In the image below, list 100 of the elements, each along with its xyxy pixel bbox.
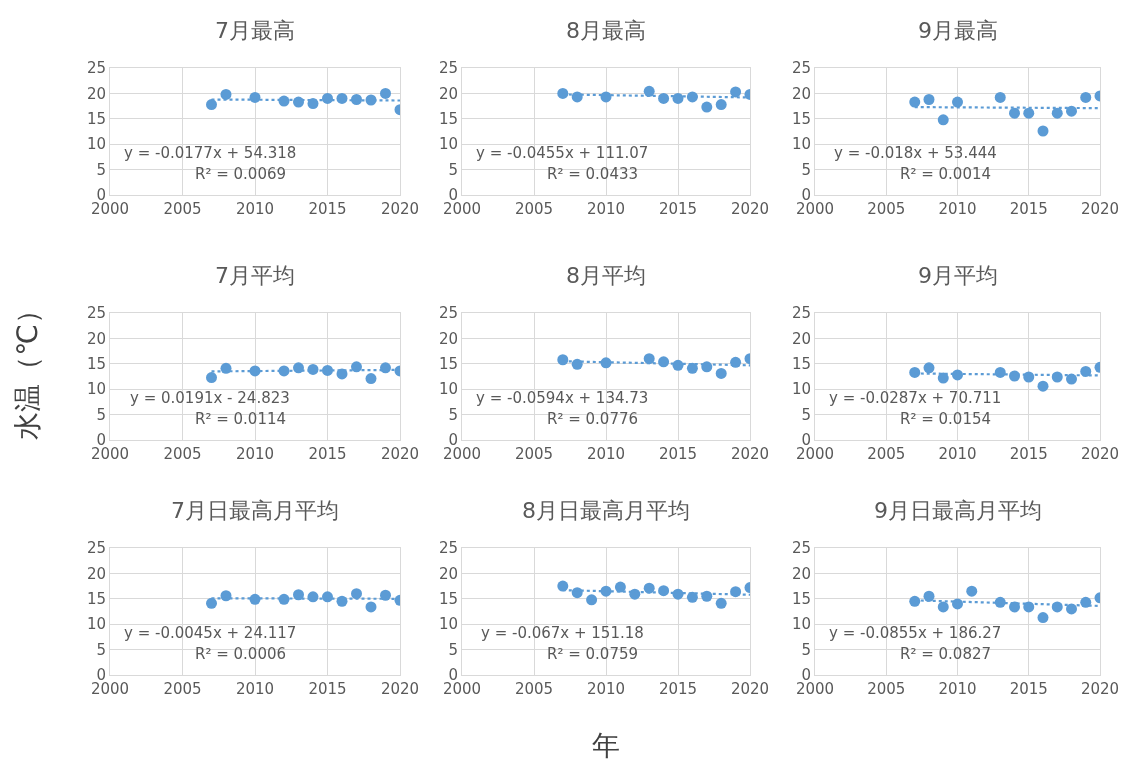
- y-tick-label: 10: [791, 615, 811, 634]
- y-tick-label: 20: [86, 564, 106, 583]
- point: [966, 585, 978, 597]
- y-tick-label: 25: [791, 59, 811, 78]
- point: [715, 99, 727, 111]
- x-tick-label: 2010: [586, 200, 626, 218]
- x-tick-label: 2005: [163, 445, 202, 463]
- y-tick-label: 20: [791, 564, 811, 583]
- annotation: y = -0.018x + 53.444: [834, 144, 997, 162]
- x-tick-label: 2005: [867, 200, 906, 218]
- chart-title: 8月日最高月平均: [522, 498, 690, 523]
- y-tick-label: 20: [86, 329, 106, 348]
- annotation: y = -0.0594x + 134.73: [476, 389, 649, 407]
- y-tick-label: 15: [438, 110, 458, 129]
- x-tick-label: 2015: [658, 200, 698, 218]
- point: [1066, 603, 1077, 615]
- point: [923, 94, 935, 105]
- x-tick-label: 2005: [514, 445, 554, 463]
- x-tick-label: 2005: [514, 680, 554, 698]
- annotation: R² = 0.0154: [900, 410, 992, 428]
- point: [365, 373, 377, 385]
- x-tick-label: 2020: [1080, 680, 1120, 698]
- point: [586, 594, 598, 606]
- x-tick-label: 2020: [380, 445, 420, 463]
- point: [1037, 612, 1049, 624]
- y-tick-label: 5: [801, 640, 811, 659]
- y-tick-label: 5: [801, 160, 811, 179]
- y-tick-label: 10: [438, 615, 458, 634]
- x-tick-label: 2020: [730, 200, 770, 218]
- chart-title: 9月平均: [918, 263, 998, 288]
- x-tick-label: 2010: [938, 680, 977, 698]
- point: [909, 366, 921, 378]
- x-tick-label: 2005: [514, 200, 554, 218]
- chart-title: 9月日最高月平均: [874, 498, 1042, 523]
- point: [557, 87, 569, 99]
- point: [952, 96, 963, 108]
- point: [1009, 107, 1020, 119]
- annotation: y = 0.0191x - 24.823: [130, 389, 290, 407]
- y-tick-label: 25: [86, 59, 106, 78]
- y-tick-label: 5: [448, 405, 458, 424]
- x-tick-label: 2010: [586, 445, 626, 463]
- point: [557, 354, 569, 366]
- point: [923, 362, 935, 374]
- chart-title: 8月最高: [566, 18, 646, 43]
- x-tick-label: 2015: [1009, 445, 1048, 463]
- x-axis-title: 年: [592, 729, 620, 762]
- x-tick-label: 2020: [380, 680, 420, 698]
- annotation: y = -0.067x + 151.18: [481, 624, 644, 642]
- y-tick-label: 25: [791, 304, 811, 323]
- y-tick-label: 10: [791, 380, 811, 399]
- annotation: R² = 0.0759: [547, 645, 639, 663]
- chart-title: 7月日最高月平均: [171, 498, 339, 523]
- point: [365, 601, 377, 613]
- y-tick-label: 15: [86, 590, 106, 609]
- point: [1066, 373, 1077, 385]
- annotation: y = -0.0045x + 24.117: [124, 624, 297, 642]
- y-tick-label: 10: [86, 380, 106, 399]
- point: [380, 589, 391, 601]
- y-tick-label: 5: [801, 405, 811, 424]
- x-tick-label: 2015: [1009, 680, 1048, 698]
- x-tick-label: 2020: [730, 445, 770, 463]
- point: [614, 581, 626, 593]
- x-tick-label: 2010: [586, 680, 626, 698]
- point: [1051, 107, 1063, 119]
- y-tick-label: 15: [791, 355, 811, 374]
- annotation: y = -0.0855x + 186.27: [829, 624, 1002, 642]
- y-tick-label: 20: [86, 84, 106, 103]
- point: [701, 101, 713, 113]
- x-tick-label: 2020: [730, 680, 770, 698]
- y-tick-label: 10: [86, 135, 106, 154]
- x-tick-label: 2020: [380, 200, 420, 218]
- x-tick-label: 2010: [938, 445, 977, 463]
- y-tick-label: 10: [438, 135, 458, 154]
- point: [643, 85, 655, 97]
- annotation: R² = 0.0014: [900, 165, 992, 183]
- y-tick-label: 20: [791, 329, 811, 348]
- point: [686, 362, 698, 374]
- y-tick-label: 20: [438, 329, 458, 348]
- x-tick-label: 2015: [658, 445, 698, 463]
- x-tick-label: 2020: [1080, 445, 1120, 463]
- annotation: y = -0.0455x + 111.07: [476, 144, 649, 162]
- y-tick-label: 15: [438, 590, 458, 609]
- y-tick-label: 20: [438, 564, 458, 583]
- y-tick-label: 10: [86, 615, 106, 634]
- y-tick-label: 5: [96, 160, 106, 179]
- point: [206, 597, 217, 609]
- annotation: R² = 0.0827: [900, 645, 992, 663]
- x-tick-label: 2005: [163, 200, 202, 218]
- x-tick-label: 2005: [867, 680, 906, 698]
- chart-title: 8月平均: [566, 263, 646, 288]
- x-tick-label: 2010: [235, 680, 275, 698]
- point: [1080, 365, 1092, 377]
- annotation: R² = 0.0433: [547, 165, 639, 183]
- y-tick-label: 20: [438, 84, 458, 103]
- y-tick-label: 10: [791, 135, 811, 154]
- y-tick-label: 25: [438, 59, 458, 78]
- x-tick-label: 2015: [308, 445, 347, 463]
- point: [643, 353, 655, 365]
- x-tick-label: 2010: [235, 445, 275, 463]
- point: [937, 114, 949, 126]
